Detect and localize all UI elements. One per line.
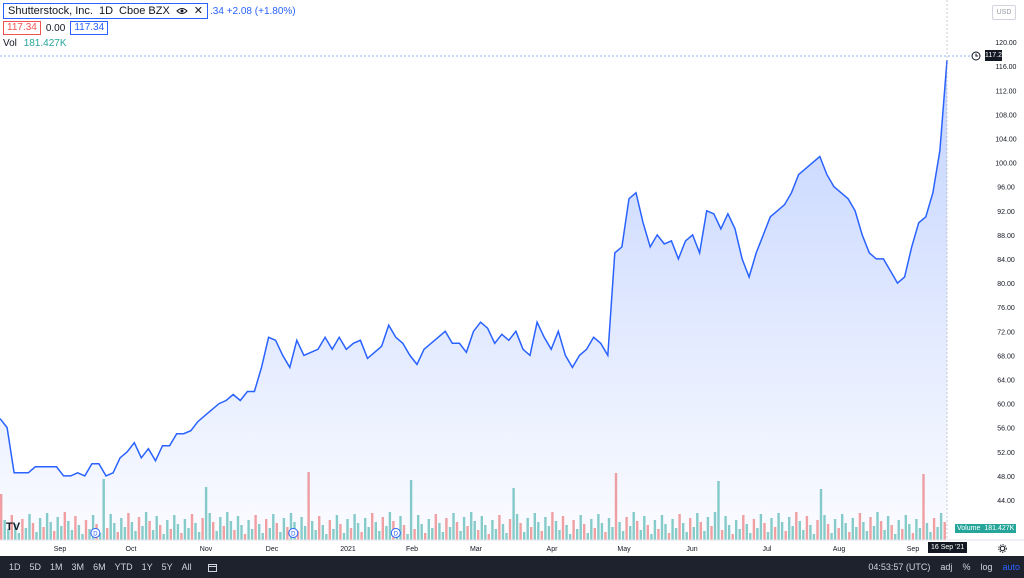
bid-price[interactable]: 117.34 — [3, 21, 41, 35]
range-all[interactable]: All — [181, 562, 192, 572]
change-text: .34 +2.08 (+1.80%) — [210, 5, 296, 17]
price-tick-label: 96.00 — [997, 185, 1015, 192]
time-tick-label: 2021 — [340, 546, 356, 553]
range-1y[interactable]: 1Y — [141, 562, 153, 572]
price-tick-label: 64.00 — [997, 377, 1015, 384]
price-axis: 120.00 116.00 112.00 108.00 104.00 100.00 96.0… — [995, 40, 1017, 505]
gear-icon[interactable] — [998, 544, 1007, 553]
marker-label: D — [291, 532, 296, 538]
bottom-toolbar: 1D 5D 1M 3M 6M YTD 1Y 5Y All 04:53:57 (U… — [0, 556, 1024, 578]
utc-time[interactable]: 04:53:57 (UTC) — [868, 562, 931, 572]
range-1m[interactable]: 1M — [50, 562, 63, 572]
price-tick-label: 44.00 — [997, 498, 1015, 505]
adj-button[interactable]: adj — [940, 562, 953, 572]
marker-label: D — [93, 532, 98, 538]
auto-button[interactable]: auto — [1002, 562, 1020, 572]
marker-label: D — [394, 532, 399, 538]
log-button[interactable]: log — [980, 562, 993, 572]
vol-label: Vol — [3, 38, 17, 49]
price-tick-label: 92.00 — [997, 209, 1015, 216]
time-tick-label: Sep — [907, 546, 920, 553]
price-tick-label: 52.00 — [997, 450, 1015, 457]
tradingview-logo[interactable]: TV — [6, 521, 21, 533]
crosshair-date-tag: 16 Sep '21 — [928, 542, 968, 553]
symbol-box[interactable]: Shutterstock, Inc. 1D Cboe BZX ✕ — [3, 3, 209, 19]
range-6m[interactable]: 6M — [93, 562, 106, 572]
time-tick-label: Aug — [833, 546, 846, 553]
price-tick-label: 72.00 — [997, 329, 1015, 336]
exchange-label: Cboe BZX — [119, 5, 170, 17]
price-tick-label: 100.00 — [995, 161, 1017, 168]
eye-icon[interactable] — [176, 6, 188, 16]
chart-legend: Shutterstock, Inc. 1D Cboe BZX ✕ .34 +2.… — [3, 3, 296, 49]
volume-label: Volume 181.427K — [955, 524, 1017, 533]
time-tick-label: Nov — [200, 546, 213, 553]
spread-value: 0.00 — [45, 22, 66, 34]
percent-button[interactable]: % — [962, 562, 971, 572]
dividend-marker — [390, 528, 401, 538]
interval-label: 1D — [98, 5, 114, 17]
range-5d[interactable]: 5D — [29, 562, 42, 572]
symbol-name: Shutterstock, Inc. — [8, 5, 93, 17]
time-tick-label: Feb — [406, 546, 418, 553]
time-tick-label: Dec — [266, 546, 279, 553]
range-ytd[interactable]: YTD — [114, 562, 133, 572]
price-line — [0, 60, 948, 477]
price-tick-label: 84.00 — [997, 257, 1015, 264]
price-tick-label: 116.00 — [996, 64, 1017, 71]
time-tick-label: Oct — [126, 546, 137, 553]
time-tick-label: Jul — [763, 546, 772, 553]
time-tick-label: Jun — [686, 546, 697, 553]
price-tick-label: 104.00 — [995, 136, 1017, 143]
price-tick-label: 88.00 — [997, 233, 1015, 240]
price-tick-label: 112.00 — [996, 88, 1017, 95]
currency-button[interactable]: USD — [992, 5, 1016, 20]
volume-label-value: 181.427K — [984, 525, 1015, 532]
price-tick-label: 68.00 — [997, 353, 1015, 360]
dividend-marker — [288, 528, 299, 538]
price-tick-label: 108.00 — [995, 112, 1017, 119]
vol-value: 181.427K — [23, 38, 67, 49]
price-tick-label: 120.00 — [995, 40, 1017, 47]
range-5y[interactable]: 5Y — [161, 562, 173, 572]
price-tick-label: 76.00 — [997, 305, 1015, 312]
time-tick-label: Sep — [54, 546, 67, 553]
price-tick-label: 48.00 — [997, 474, 1015, 481]
ask-price[interactable]: 117.34 — [70, 21, 109, 35]
time-tick-label: Mar — [470, 546, 483, 553]
close-icon[interactable]: ✕ — [193, 5, 204, 17]
price-chart[interactable]: D D D 120.00 116.00 112.00 108.00 104.00 100.00… — [0, 0, 1024, 556]
time-tick-label: May — [617, 546, 631, 553]
calendar-icon[interactable] — [207, 563, 217, 572]
price-tick-label: 56.00 — [997, 426, 1015, 433]
clock-icon[interactable] — [971, 51, 981, 61]
price-tick-label: 60.00 — [997, 402, 1015, 409]
time-tick-label: Apr — [547, 546, 559, 553]
range-3m[interactable]: 3M — [71, 562, 85, 572]
range-1d[interactable]: 1D — [9, 562, 21, 572]
last-price-tag: 117.22 — [985, 50, 1006, 61]
volume-label-name: Volume — [957, 525, 981, 532]
price-area — [0, 60, 947, 540]
time-axis: Sep Oct Nov Dec 2021 Feb Mar Apr May Jun Jul Aug Sep — [54, 546, 920, 553]
price-tick-label: 80.00 — [997, 281, 1015, 288]
dividend-marker — [90, 528, 101, 538]
